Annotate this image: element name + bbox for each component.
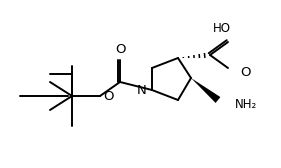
Text: O: O (240, 66, 250, 78)
Polygon shape (191, 78, 220, 103)
Text: O: O (103, 91, 114, 103)
Text: O: O (115, 43, 125, 56)
Text: HO: HO (213, 22, 231, 34)
Text: N: N (137, 83, 147, 96)
Text: NH₂: NH₂ (235, 97, 257, 111)
